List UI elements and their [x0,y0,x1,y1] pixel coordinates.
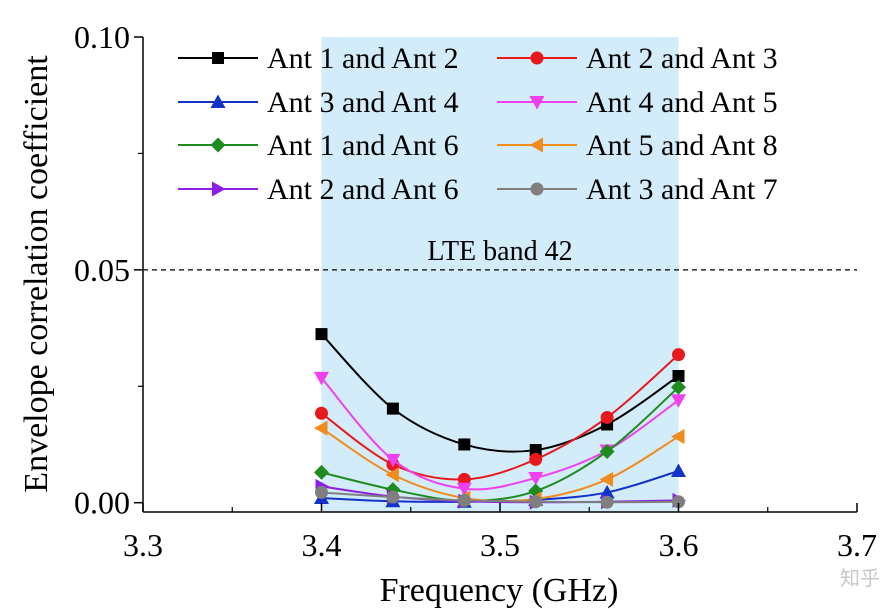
legend-marker [210,94,226,108]
series-8 [315,485,685,509]
data-point [315,485,328,499]
band-layer: LTE band 42 [321,37,679,512]
data-point [385,453,401,468]
data-point [672,348,685,362]
legend-item: Ant 1 and Ant 6 [178,129,459,162]
data-point [386,490,400,504]
legend-item: Ant 1 and Ant 2 [178,42,459,75]
series-line [321,491,679,504]
legend-label: Ant 4 and Ant 5 [586,86,778,119]
data-point [599,484,615,499]
legend-item: Ant 5 and Ant 8 [497,129,778,162]
data-point [528,472,544,486]
data-point [386,402,399,415]
data-point [456,482,472,497]
data-point [457,493,471,507]
legend-marker [212,181,226,197]
legend-marker [530,51,544,65]
x-tick-label: 3.5 [480,527,520,563]
data-point [671,394,686,408]
legend-item: Ant 3 and Ant 7 [497,173,778,206]
data-point [314,464,329,480]
lte-band-region [321,37,679,512]
legend-label: Ant 5 and Ant 8 [586,129,778,162]
axes-layer: 3.3 3.4 3.5 3.6 3.7 0.00 0.05 0.10 [74,19,877,563]
x-tick-label: 3.7 [837,527,877,563]
y-axis-title: Envelope correlation coefficient [18,55,55,493]
data-point [600,495,614,509]
legend-item: Ant 3 and Ant 4 [178,86,459,119]
series-line [320,333,680,453]
legend: Ant 1 and Ant 2 Ant 2 and Ant 3 Ant 3 and … [178,42,778,206]
data-point [671,429,685,445]
series-2 [315,348,685,486]
legend-marker [212,52,224,64]
legend-marker [210,137,226,153]
data-point [315,406,328,420]
x-tick-label: 3.6 [659,527,699,563]
series-layer [314,328,686,510]
legend-marker [529,137,543,153]
legend-label: Ant 2 and Ant 6 [267,173,459,206]
x-axis-title: Frequency (GHz) [380,572,619,609]
x-tick-label: 3.4 [302,527,342,563]
data-point [599,443,615,459]
legend-label: Ant 3 and Ant 4 [267,86,459,119]
data-point [529,452,543,466]
data-point [529,444,542,457]
data-point [672,495,685,509]
data-point [458,438,471,451]
data-point [671,379,686,395]
data-point [671,463,686,478]
y-tick-label: 0.10 [74,19,130,55]
y-tick-label: 0.05 [74,252,130,288]
legend-label: Ant 1 and Ant 6 [267,129,459,162]
legend-item: Ant 2 and Ant 6 [178,173,459,206]
legend-item: Ant 2 and Ant 3 [497,42,778,75]
legend-marker [530,182,544,196]
legend-label: Ant 2 and Ant 3 [586,42,778,75]
legend-label: Ant 1 and Ant 2 [267,42,459,75]
series-1 [315,328,685,457]
watermark: 知乎 [840,566,880,590]
legend-label: Ant 3 and Ant 7 [586,173,778,206]
legend-item: Ant 4 and Ant 5 [497,86,778,119]
series-line [320,353,680,481]
data-point [672,370,685,383]
y-tick-label: 0.00 [74,485,130,521]
data-point [457,472,471,486]
band-label: LTE band 42 [427,236,572,267]
data-point [385,467,399,483]
data-point [315,328,328,341]
legend-marker [529,96,545,110]
data-point [314,420,328,436]
x-tick-label: 3.3 [123,527,163,563]
data-point [600,410,614,424]
data-point [314,371,329,386]
data-point [599,471,614,487]
data-point [529,495,543,509]
